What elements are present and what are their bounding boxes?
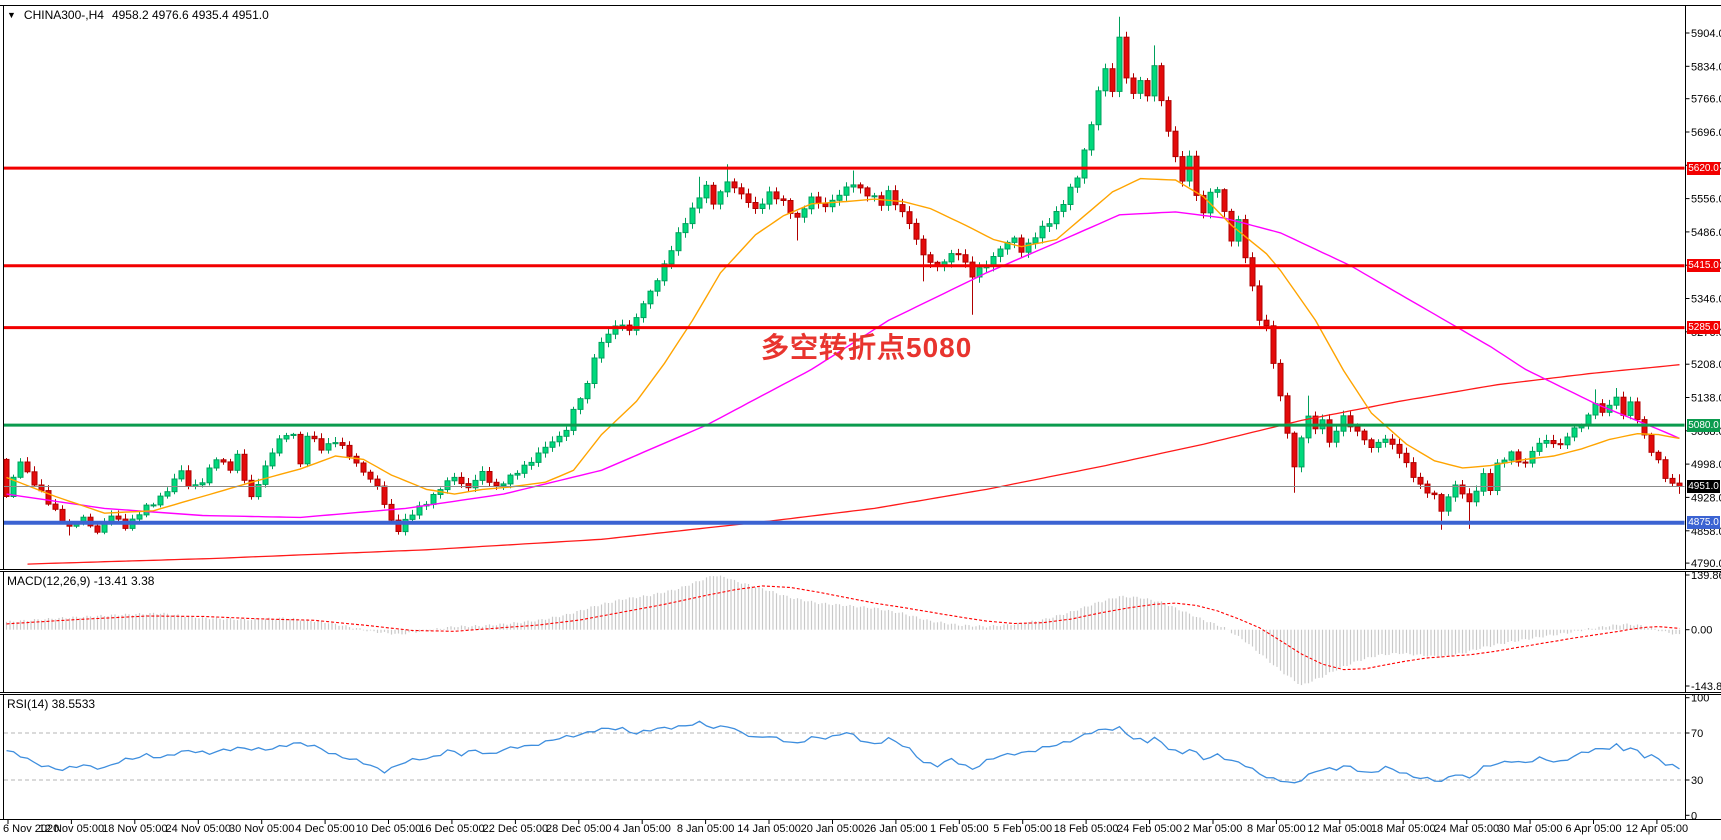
svg-text:5834.0: 5834.0 — [1691, 61, 1721, 73]
x-axis-label: 26 Jan 05:00 — [864, 823, 928, 835]
svg-text:-143.82: -143.82 — [1691, 681, 1721, 693]
chart-title-bar: ▼ CHINA300-,H4 4958.2 4976.6 4935.4 4951… — [7, 8, 269, 22]
svg-text:5208.0: 5208.0 — [1691, 359, 1721, 371]
price-badge: 4875.0 — [1687, 516, 1720, 530]
svg-text:0.00: 0.00 — [1691, 625, 1712, 637]
ma-fast-line — [6, 177, 1680, 514]
price-badge: 5285.0 — [1687, 321, 1720, 335]
x-axis-label: 5 Feb 05:00 — [993, 823, 1053, 835]
x-axis-label: 22 Dec 05:00 — [482, 823, 549, 835]
svg-text:4998.0: 4998.0 — [1691, 459, 1721, 471]
x-axis-label: 10 Dec 05:00 — [355, 823, 422, 835]
price-badge: 5620.0 — [1687, 161, 1720, 175]
svg-text:5556.0: 5556.0 — [1691, 194, 1721, 206]
x-axis-label: 6 Apr 05:00 — [1565, 823, 1622, 835]
x-axis-label: 18 Nov 05:00 — [102, 823, 168, 835]
svg-text:5346.0: 5346.0 — [1691, 294, 1721, 306]
pivot-annotation-text: 多空转折点5080 — [761, 332, 973, 363]
x-axis-label: 30 Nov 05:00 — [228, 823, 295, 835]
macd-signal-line — [6, 585, 1680, 671]
svg-text:4928.0: 4928.0 — [1691, 492, 1721, 504]
x-axis-label: 28 Dec 05:00 — [546, 823, 612, 835]
x-axis-label: 24 Nov 05:00 — [165, 823, 231, 835]
svg-text:0: 0 — [1691, 810, 1697, 822]
svg-text:100: 100 — [1691, 693, 1709, 705]
x-axis-label: 6 Nov 2020 — [3, 823, 60, 835]
x-axis-label: 18 Mar 05:00 — [1370, 823, 1436, 835]
x-axis-label: 24 Mar 05:00 — [1434, 823, 1500, 835]
x-axis-label: 12 Apr 05:00 — [1625, 823, 1689, 835]
x-axis-label: 14 Jan 05:00 — [737, 823, 801, 835]
x-axis-label: 1 Feb 05:00 — [929, 823, 989, 835]
x-axis-label: 8 Mar 05:00 — [1247, 823, 1306, 835]
x-axis-label: 2 Mar 05:00 — [1183, 823, 1243, 835]
price-badge: 4951.0 — [1687, 480, 1720, 493]
svg-text:5766.0: 5766.0 — [1691, 94, 1721, 106]
svg-text:5486.0: 5486.0 — [1691, 227, 1721, 239]
price-badge: 5080.0 — [1687, 418, 1720, 432]
x-axis-label: 12 Nov 05:00 — [38, 823, 105, 835]
x-axis-label: 12 Mar 05:00 — [1307, 823, 1373, 835]
ohlc-values: 4958.2 4976.6 4935.4 4951.0 — [111, 8, 269, 22]
rsi-indicator-label: RSI(14) 38.5533 — [7, 697, 96, 711]
x-axis-label: 4 Dec 05:00 — [295, 823, 355, 835]
x-axis-label: 4 Jan 05:00 — [613, 823, 671, 835]
rsi-line — [6, 720, 1680, 784]
x-axis-label: 18 Feb 05:00 — [1053, 823, 1119, 835]
x-axis-label: 30 Mar 05:00 — [1497, 823, 1563, 835]
x-axis-label: 20 Jan 05:00 — [800, 823, 865, 835]
price-badge: 5415.0 — [1687, 259, 1720, 273]
macd-indicator-label: MACD(12,26,9) -13.41 3.38 — [7, 574, 155, 588]
svg-text:5138.0: 5138.0 — [1691, 393, 1721, 405]
x-axis-label: 8 Jan 05:00 — [676, 823, 735, 835]
x-axis-label: 16 Dec 05:00 — [419, 823, 485, 835]
svg-text:139.86: 139.86 — [1691, 570, 1721, 582]
symbol-dropdown-icon[interactable]: ▼ — [7, 9, 16, 20]
ma-slow-line — [27, 364, 1680, 565]
svg-text:4790.0: 4790.0 — [1691, 558, 1721, 570]
symbol-period-label: CHINA300-,H4 — [23, 8, 104, 22]
svg-text:5696.0: 5696.0 — [1691, 127, 1721, 139]
svg-text:5904.0: 5904.0 — [1691, 28, 1721, 40]
svg-text:70: 70 — [1691, 728, 1703, 740]
svg-text:30: 30 — [1691, 775, 1703, 787]
x-axis-label: 24 Feb 05:00 — [1117, 823, 1182, 835]
ma-mid-line — [6, 211, 1680, 519]
